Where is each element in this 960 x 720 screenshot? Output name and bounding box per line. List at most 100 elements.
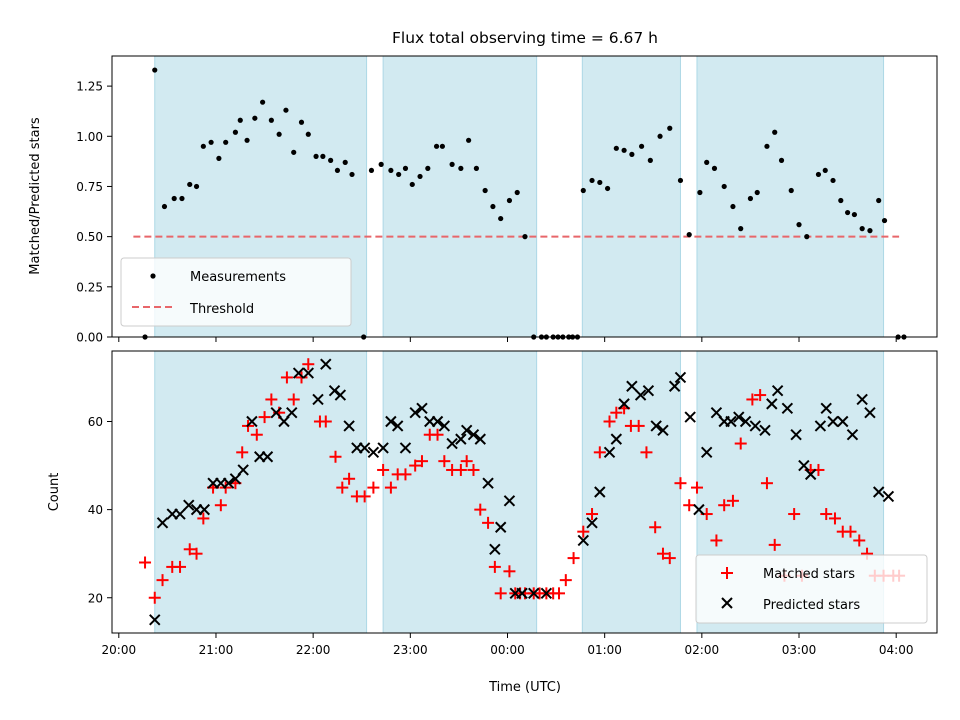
matched-star-point <box>258 411 271 424</box>
matched-star-point <box>214 499 227 512</box>
x-tick-label: 04:00 <box>879 643 914 657</box>
predicted-star-point <box>328 384 341 397</box>
matched-star-point <box>567 552 580 565</box>
x-tick-label: 03:00 <box>782 643 817 657</box>
predicted-star-point <box>391 420 404 432</box>
measurement-point <box>859 226 865 232</box>
matched-star-point <box>319 415 332 428</box>
predicted-star-point <box>856 393 868 406</box>
measurement-point <box>677 177 684 184</box>
observing-window-band <box>154 350 368 634</box>
measurement-point <box>268 117 274 123</box>
measurement-point <box>867 228 873 234</box>
measurement-point <box>388 167 394 174</box>
measurement-point <box>498 215 504 222</box>
measurement-point <box>522 234 528 240</box>
matched-star-point <box>663 552 676 565</box>
measurement-point <box>320 153 326 159</box>
measurement-point <box>200 143 206 149</box>
matched-star-point <box>384 481 397 494</box>
y-tick-label: 60 <box>88 415 103 429</box>
x-tick-label: 02:00 <box>685 643 720 657</box>
measurement-point <box>328 157 334 163</box>
matched-star-point <box>431 428 444 441</box>
predicted-star-point <box>174 508 186 520</box>
matched-star-point <box>156 574 169 587</box>
measurement-point <box>667 125 673 131</box>
predicted-star-point <box>739 415 752 428</box>
predicted-star-point <box>684 411 696 423</box>
matched-star-point <box>367 481 380 494</box>
predicted-star-point <box>657 424 669 437</box>
matched-star-point <box>746 393 759 406</box>
legend-threshold-label: Threshold <box>189 302 254 317</box>
measurement-point <box>298 119 305 125</box>
measurement-point <box>506 197 513 204</box>
predicted-star-point <box>237 464 249 476</box>
top-panel: 0.00 0.25 0.50 0.75 1.00 1.25 Matched/Predict… <box>28 55 938 345</box>
predicted-star-point <box>377 442 389 454</box>
top-x-axis <box>118 337 897 342</box>
predicted-star-point <box>626 380 638 392</box>
x-tick-label: 01:00 <box>587 643 622 657</box>
predicted-star-point <box>460 424 473 437</box>
observing-window-band <box>581 55 681 338</box>
bottom-y-axis: 20 40 60 <box>88 415 112 605</box>
predicted-star-point <box>261 451 274 463</box>
predicted-star-point <box>798 459 810 472</box>
predicted-star-point <box>790 429 802 441</box>
matched-star-point <box>828 512 841 525</box>
bottom-panel: 20 40 60 20:00 21:00 22:00 23:00 00:00 01:00 02:… <box>47 350 938 695</box>
top-y-axis: 0.00 0.25 0.50 0.75 1.00 1.25 <box>76 80 112 345</box>
measurement-point <box>778 157 785 163</box>
measurement-point <box>838 197 844 204</box>
measurement-point <box>276 131 282 137</box>
legend-matched-label: Matched stars <box>763 567 855 582</box>
predicted-star-point <box>749 420 761 432</box>
matched-star-point <box>788 508 801 521</box>
predicted-star-point <box>503 495 516 507</box>
x-tick-label: 20:00 <box>102 643 137 657</box>
matched-star-point <box>718 499 731 512</box>
predicted-star-point <box>385 415 397 428</box>
predicted-star-point <box>827 415 839 428</box>
predicted-star-point <box>650 420 662 432</box>
predicted-star-point <box>766 398 778 410</box>
measurement-point <box>876 197 882 204</box>
predicted-star-point <box>489 543 501 555</box>
predicted-star-point <box>343 420 355 432</box>
measurement-point <box>396 171 402 178</box>
measurement-point <box>305 131 311 137</box>
matched-star-point <box>409 459 422 472</box>
measurement-point <box>223 139 229 145</box>
predicted-star-point <box>594 486 606 498</box>
predicted-star-point <box>540 587 553 600</box>
x-axis-label: Time (UTC) <box>488 680 561 695</box>
predicted-star-point <box>358 442 371 454</box>
top-legend: Measurements Threshold <box>120 257 352 327</box>
measurement-point <box>514 189 520 196</box>
matched-star-point <box>454 463 467 476</box>
measurement-point <box>830 177 836 184</box>
matched-star-point <box>586 508 599 521</box>
predicted-star-point <box>312 393 324 406</box>
predicted-star-point <box>292 367 305 379</box>
measurement-point <box>342 159 348 165</box>
measurement-point <box>621 147 627 153</box>
y-tick-label: 0.50 <box>76 230 103 244</box>
bottom-panel-frame <box>111 350 938 634</box>
bottom-y-axis-label: Count <box>47 473 62 512</box>
matched-star-point <box>488 560 501 573</box>
measurement-point <box>804 234 810 240</box>
predicted-star-point <box>668 380 681 392</box>
measurement-point <box>187 181 193 188</box>
y-tick-label: 0.00 <box>76 331 103 345</box>
matched-star-point <box>640 446 653 459</box>
legend-matched-marker <box>721 567 733 579</box>
measurement-point <box>881 217 888 224</box>
x-tick-label: 22:00 <box>296 643 331 657</box>
matched-star-point <box>183 543 196 556</box>
observing-window-band <box>382 55 538 338</box>
x-tick-label: 23:00 <box>393 643 428 657</box>
predicted-star-point <box>603 446 616 459</box>
